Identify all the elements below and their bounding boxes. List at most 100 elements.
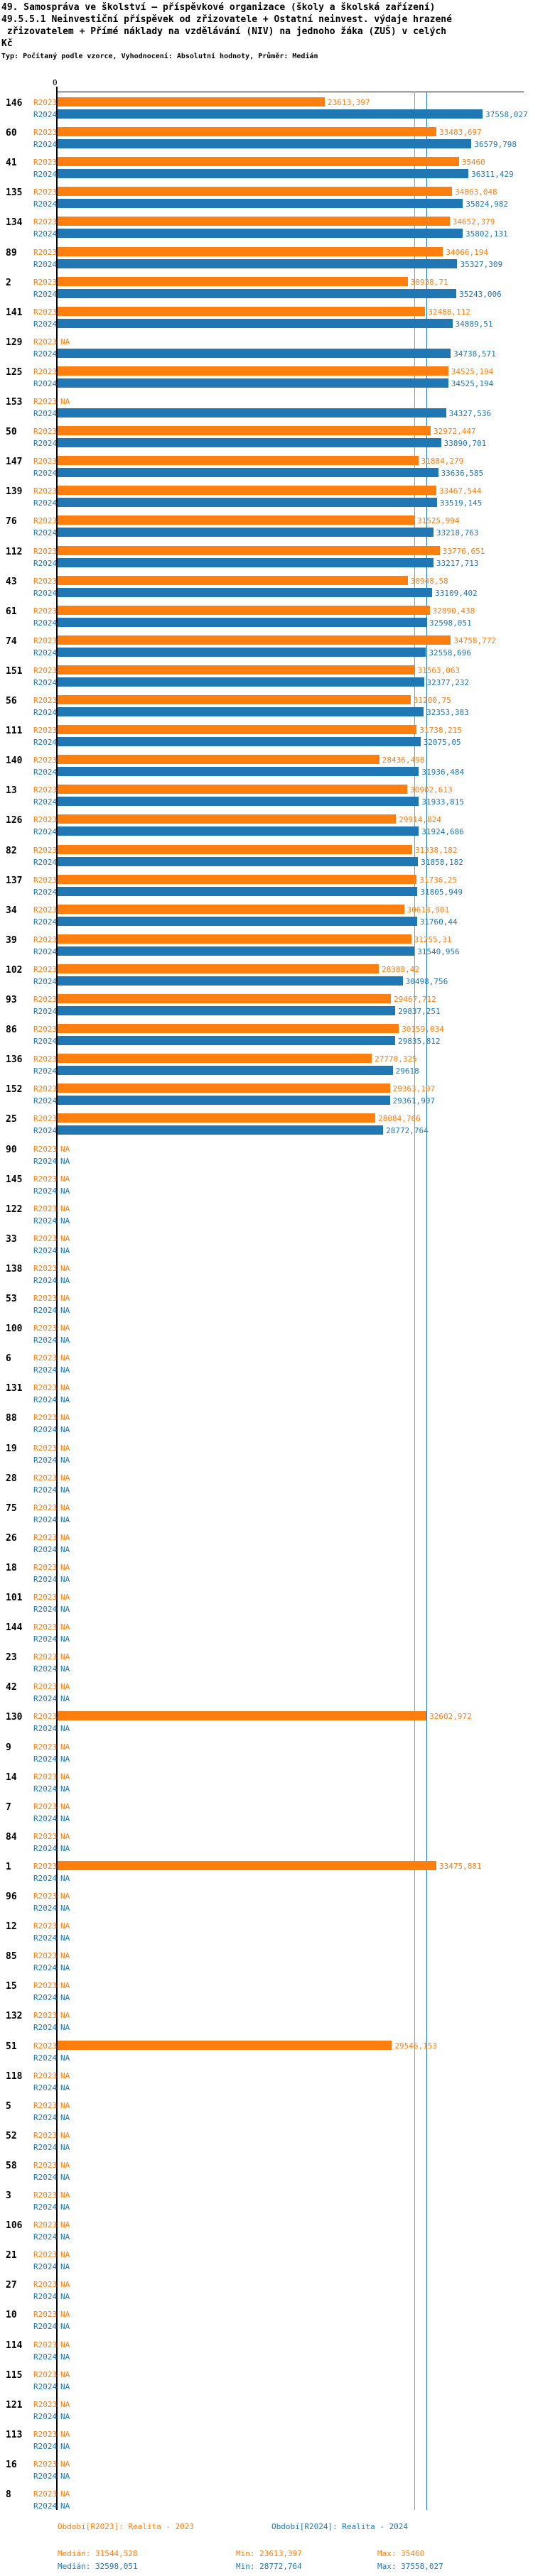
bar-value-label-r2024: 33890,701	[443, 439, 487, 449]
na-value-r2023: NA	[60, 1742, 70, 1752]
bar-value-label-r2024: 34889,51	[455, 319, 493, 329]
bar-r2023	[58, 2040, 392, 2050]
bar-value-label-r2023: 32488,112	[428, 307, 470, 317]
series-label-r2024: R2024	[33, 976, 58, 986]
row-id-label: 41	[6, 158, 17, 169]
na-value-r2024: NA	[60, 2501, 70, 2511]
series-label-r2024: R2024	[33, 259, 58, 269]
bar-r2023	[58, 127, 437, 137]
bar-value-label-r2024: 28772,764	[386, 1126, 429, 1136]
series-label-r2024: R2024	[33, 1963, 58, 1973]
series-label-r2024: R2024	[33, 2441, 58, 2451]
series-label-r2023: R2023	[33, 1084, 58, 1094]
bar-value-label-r2024: 31760,44	[419, 917, 458, 927]
series-label-r2024: R2024	[33, 1933, 58, 1943]
series-label-r2023: R2023	[33, 995, 58, 1004]
series-label-r2023: R2023	[33, 2310, 58, 2320]
row-id-label: 153	[6, 397, 23, 408]
bar-r2023	[58, 964, 379, 973]
chart-title: 49. Samospráva ve školství – příspěvkové…	[1, 2, 452, 49]
series-label-r2023: R2023	[33, 397, 58, 406]
series-label-r2023: R2023	[33, 1622, 58, 1632]
row-id-label: 140	[6, 755, 23, 767]
bar-r2024	[58, 1036, 396, 1046]
series-label-r2024: R2024	[33, 2471, 58, 2481]
na-value-r2024: NA	[60, 2112, 70, 2122]
bar-value-label-r2023: 34652,379	[452, 217, 495, 227]
na-value-r2024: NA	[60, 1843, 70, 1853]
series-label-r2023: R2023	[33, 2429, 58, 2439]
series-label-r2024: R2024	[33, 768, 58, 777]
chart-subtitle: Typ: Počítaný podle vzorce, Vyhodnocení:…	[1, 53, 318, 60]
bar-value-label-r2024: 29361,907	[392, 1096, 436, 1106]
bar-value-label-r2024: 36311,429	[471, 170, 514, 180]
bar-r2023	[58, 157, 459, 167]
series-label-r2023: R2023	[33, 905, 58, 915]
bar-r2024	[58, 976, 403, 986]
row-id-label: 147	[6, 457, 23, 468]
series-label-r2024: R2024	[33, 797, 58, 807]
series-label-r2023: R2023	[33, 98, 58, 107]
x-axis-zero-tick-label: 0	[53, 78, 58, 87]
na-value-r2023: NA	[60, 1353, 70, 1363]
bar-value-label-r2024: 29837,251	[398, 1007, 441, 1016]
series-label-r2023: R2023	[33, 1682, 58, 1692]
row-id-label: 27	[6, 2280, 17, 2291]
series-label-r2024: R2024	[33, 2262, 58, 2272]
row-id-label: 1	[6, 1861, 11, 1872]
row-id-label: 9	[6, 1742, 11, 1753]
series-label-r2024: R2024	[33, 1873, 58, 1883]
series-label-r2024: R2024	[33, 648, 58, 657]
stat-min-2024: Min: 28772,764	[236, 2562, 302, 2571]
series-label-r2023: R2023	[33, 1233, 58, 1243]
bar-r2024	[58, 886, 418, 896]
bar-value-label-r2023: 31200,75	[413, 696, 451, 705]
bar-r2023	[58, 904, 404, 914]
na-value-r2024: NA	[60, 1664, 70, 1674]
row-id-label: 111	[6, 726, 23, 737]
series-label-r2023: R2023	[33, 1353, 58, 1363]
series-label-r2023: R2023	[33, 2250, 58, 2260]
row-id-label: 132	[6, 2011, 23, 2022]
row-id-label: 93	[6, 995, 17, 1005]
bar-r2023	[58, 276, 408, 286]
row-id-label: 19	[6, 1443, 17, 1454]
series-label-r2023: R2023	[33, 606, 58, 616]
row-id-label: 18	[6, 1562, 17, 1573]
na-value-r2024: NA	[60, 2023, 70, 2033]
na-value-r2024: NA	[60, 1186, 70, 1196]
na-value-r2024: NA	[60, 1485, 70, 1495]
na-value-r2024: NA	[60, 2142, 70, 2152]
bar-value-label-r2024: 33217,713	[436, 558, 479, 568]
row-id-label: 115	[6, 2369, 23, 2381]
bar-value-label-r2023: 29363,107	[392, 1084, 436, 1094]
bar-value-label-r2024: 32558,696	[429, 648, 471, 657]
series-label-r2024: R2024	[33, 2053, 58, 2063]
na-value-r2023: NA	[60, 2160, 70, 2170]
bar-r2023	[58, 1860, 436, 1870]
row-id-label: 2	[6, 277, 11, 288]
row-id-label: 152	[6, 1084, 23, 1096]
series-label-r2024: R2024	[33, 1336, 58, 1346]
series-label-r2023: R2023	[33, 1263, 58, 1273]
stat-median-2024: Medián: 32598,051	[58, 2562, 138, 2571]
bar-r2023	[58, 1054, 372, 1064]
bar-value-label-r2023: 32602,972	[429, 1712, 472, 1722]
na-value-r2024: NA	[60, 2203, 70, 2212]
bar-value-label-r2024: 32075,05	[423, 738, 461, 748]
series-label-r2024: R2024	[33, 1186, 58, 1196]
row-id-label: 88	[6, 1413, 17, 1424]
bar-r2024	[58, 199, 463, 209]
bar-chart-plot-area: 0 146 R2023 23613,397 R2024 37558,027 60 R2023…	[6, 78, 528, 2511]
bar-r2023	[58, 1024, 399, 1034]
na-value-r2023: NA	[60, 1981, 70, 1991]
row-id-label: 6	[6, 1353, 11, 1365]
series-label-r2023: R2023	[33, 845, 58, 855]
series-label-r2023: R2023	[33, 1054, 58, 1064]
series-label-r2023: R2023	[33, 1981, 58, 1991]
series-label-r2024: R2024	[33, 1126, 58, 1136]
bar-value-label-r2024: 31540,956	[417, 946, 460, 956]
row-id-label: 151	[6, 665, 23, 677]
series-label-r2024: R2024	[33, 229, 58, 239]
bar-value-label-r2023: 33776,651	[442, 546, 485, 556]
